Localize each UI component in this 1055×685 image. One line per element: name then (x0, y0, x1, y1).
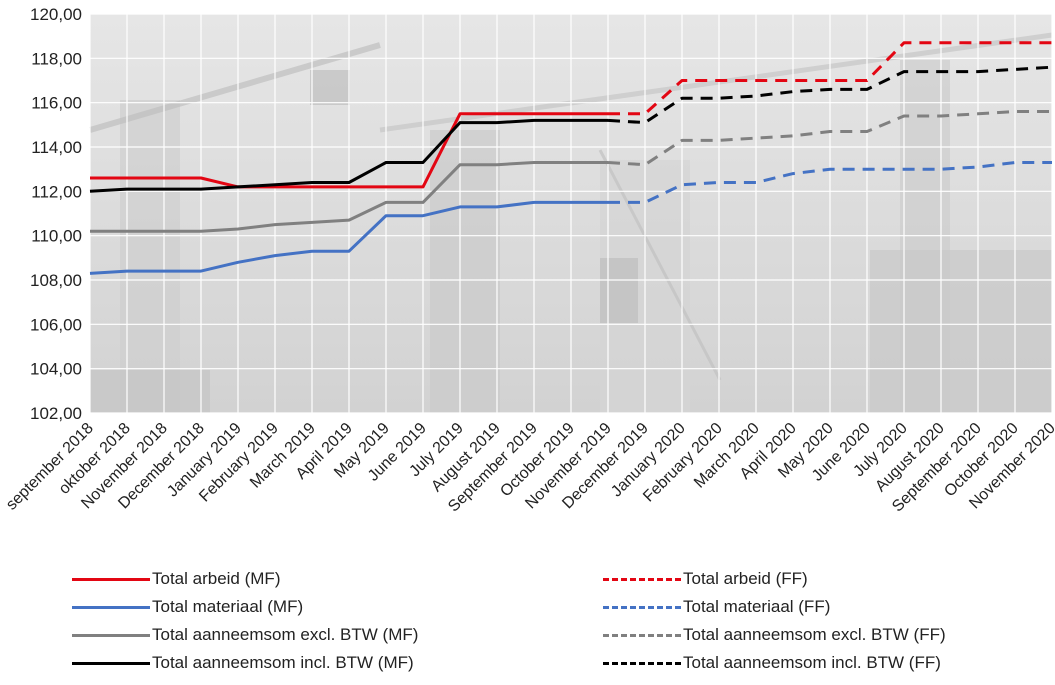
legend-label: Total arbeid (MF) (152, 569, 281, 588)
legend-swatch (603, 577, 681, 581)
background-shape (310, 70, 350, 105)
legend-swatch (603, 633, 681, 637)
series-lines (89, 41, 1053, 275)
legend-label: Total aanneemsom incl. BTW (MF) (152, 653, 414, 672)
legend-label: Total aanneemsom excl. BTW (MF) (152, 625, 419, 644)
background-shape (89, 42, 381, 133)
legend-item: Total aanneemsom incl. BTW (FF) (603, 650, 941, 676)
y-tick-label: 120,00 (30, 5, 82, 24)
legend-swatch (603, 661, 681, 665)
legend-swatch (72, 661, 150, 665)
legend-item: Total aanneemsom excl. BTW (FF) (603, 622, 946, 648)
legend-swatch (603, 605, 681, 609)
y-tick-label: 116,00 (31, 94, 82, 113)
series-line-7 (607, 65, 1053, 125)
series-line-4 (608, 41, 1052, 116)
y-tick-label: 102,00 (30, 404, 82, 423)
chart-canvas: 102,00 104,00 106,00 108,00 110,00 112,00 114,… (3, 5, 1055, 516)
series-line-0 (90, 112, 608, 189)
series-line-3 (89, 118, 608, 193)
background-shape (90, 370, 210, 413)
y-tick-label: 108,00 (30, 271, 82, 290)
legend-label: Total materiaal (MF) (152, 597, 304, 616)
series-line-1 (89, 200, 608, 275)
legend-item: Total arbeid (FF) (603, 566, 808, 592)
y-axis-ticks: 102,00 104,00 106,00 108,00 110,00 112,00 114,… (30, 5, 82, 423)
legend-item: Total aanneemsom excl. BTW (MF) (72, 622, 418, 648)
series-line-6 (607, 110, 1052, 167)
legend-label: Total aanneemsom excl. BTW (FF) (683, 625, 946, 644)
legend-label: Total materiaal (FF) (683, 597, 831, 616)
legend-item: Total arbeid (MF) (72, 566, 280, 592)
background-shape (598, 149, 722, 381)
y-tick-label: 106,00 (30, 315, 82, 334)
background-shape (600, 258, 638, 323)
y-tick-label: 104,00 (30, 360, 82, 379)
series-line-5 (608, 161, 1052, 204)
y-tick-label: 118,00 (31, 49, 82, 68)
y-tick-label: 114,00 (31, 138, 82, 157)
legend-item: Total aanneemsom incl. BTW (MF) (72, 650, 414, 676)
background-shape (120, 100, 180, 413)
legend: Total arbeid (MF) Total materiaal (MF) Tot… (0, 560, 1055, 685)
series-line-2 (90, 161, 608, 233)
legend-swatch (72, 605, 150, 609)
legend-label: Total aanneemsom incl. BTW (FF) (683, 653, 941, 672)
legend-item: Total materiaal (MF) (72, 594, 303, 620)
legend-item: Total materiaal (FF) (603, 594, 830, 620)
y-tick-label: 112,00 (31, 182, 82, 201)
background-shape (870, 250, 1052, 413)
background-shape (430, 130, 500, 413)
y-tick-label: 110,00 (31, 227, 82, 246)
gridlines (89, 13, 1053, 414)
legend-label: Total arbeid (FF) (683, 569, 808, 588)
legend-swatch (72, 577, 150, 581)
legend-swatch (72, 633, 150, 637)
